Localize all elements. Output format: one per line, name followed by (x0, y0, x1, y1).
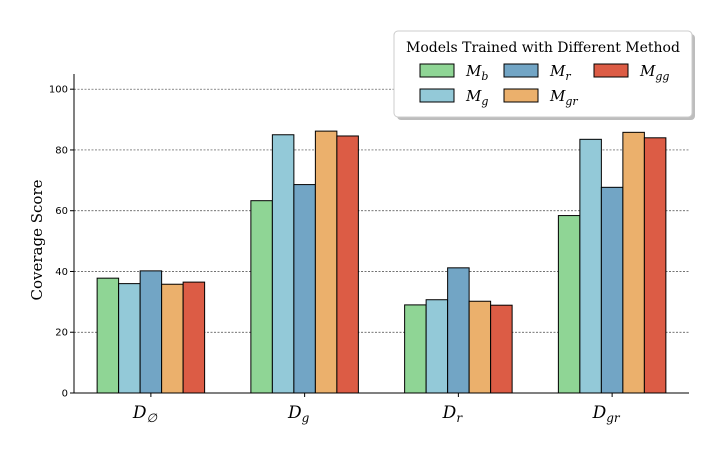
bar-M_r-D∅ (139, 270, 163, 394)
bars (96, 130, 667, 394)
x-category-label: D∅ (132, 403, 158, 425)
legend-label-M_gg: Mgg (639, 62, 669, 83)
bar-M_g-Dgr (579, 138, 602, 394)
x-category-label: Dg (287, 403, 310, 425)
bar-M_r-Dgr (600, 186, 624, 394)
bar-M_gr-Dg (314, 130, 338, 394)
legend-swatch-M_b (419, 63, 455, 78)
bar-M_r-Dr (447, 267, 470, 394)
bar-M_gr-Dgr (622, 131, 645, 394)
legend-swatch-M_g (419, 88, 455, 103)
x-category-label: Dr (442, 403, 464, 425)
legend-swatch-M_r (503, 63, 539, 78)
legend-title: Models Trained with Different Method (406, 40, 680, 56)
bar-M_gg-Dg (336, 135, 359, 394)
bar-M_gr-D∅ (161, 283, 184, 394)
x-category-labels: D∅ Dg Dr Dgr (132, 393, 621, 425)
y-tick-label: 0 (62, 389, 68, 400)
bar-M_g-Dg (271, 134, 295, 394)
bar-M_b-Dgr (557, 215, 581, 394)
bar-M_gg-Dr (490, 304, 513, 394)
y-tick-label: 20 (55, 328, 68, 339)
legend-label-M_b: Mb (465, 62, 488, 83)
y-axis-title: Coverage Score (28, 179, 46, 300)
legend: Models Trained with Different Method MbM… (393, 30, 695, 120)
y-tick-label: 100 (49, 85, 68, 96)
bar-M_gr-Dr (468, 300, 492, 394)
x-category-label: Dgr (592, 403, 621, 425)
bar-M_b-D∅ (96, 277, 120, 394)
bar-M_gg-Dgr (643, 137, 667, 394)
y-ticks: 0 20 40 60 80 100 (49, 85, 74, 400)
legend-swatch-M_gg (593, 63, 629, 78)
axes (73, 74, 689, 394)
bar-M_b-Dg (250, 200, 273, 394)
bar-M_b-Dr (404, 304, 427, 394)
legend-frame (393, 30, 693, 118)
legend-swatch-M_gr (503, 88, 539, 103)
legend-label-M_gr: Mgr (549, 87, 578, 108)
legend-label-M_g: Mg (465, 87, 488, 108)
legend-label-M_r: Mr (549, 62, 571, 83)
legend-items: Mb Mg Mr Mgr Mgg (419, 62, 669, 108)
bar-M_g-Dr (425, 299, 449, 394)
y-tick-label: 60 (55, 206, 68, 217)
bar-M_gg-D∅ (182, 281, 206, 394)
y-tick-label: 40 (55, 267, 68, 278)
y-tick-label: 80 (55, 145, 68, 156)
bar-M_g-D∅ (118, 283, 141, 394)
bar-M_r-Dg (293, 184, 316, 394)
